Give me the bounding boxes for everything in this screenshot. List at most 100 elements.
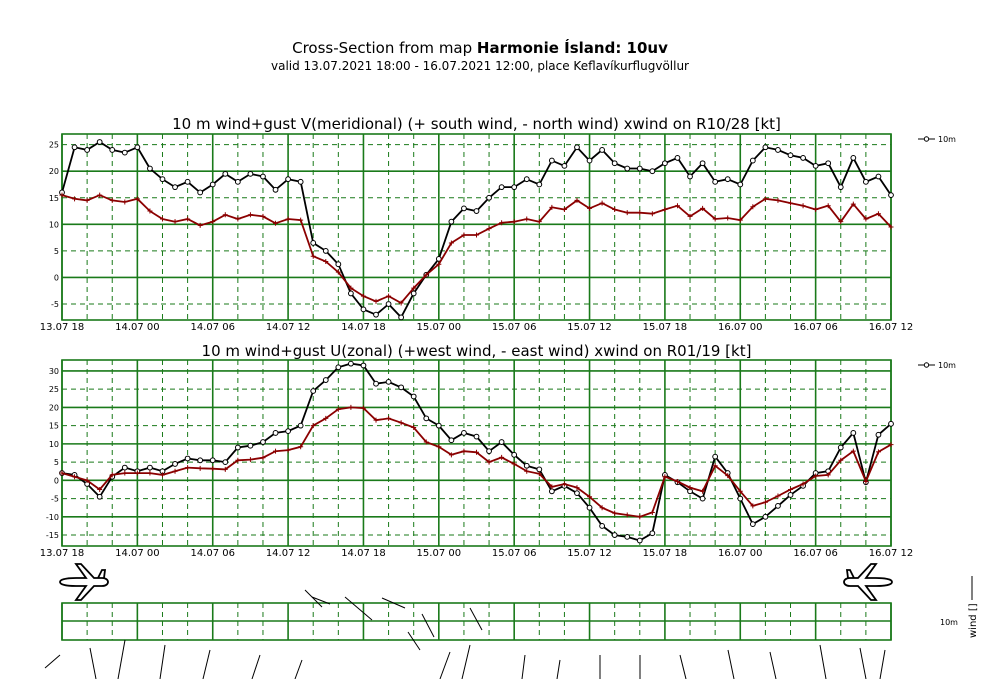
gust-point xyxy=(850,448,856,454)
gust-point xyxy=(561,206,567,212)
wind-barb xyxy=(251,654,261,679)
wind-point xyxy=(724,176,731,183)
gust-point xyxy=(122,199,128,205)
gust-point xyxy=(348,404,354,410)
y-tick-label: 25 xyxy=(49,385,59,394)
wind-barb xyxy=(89,647,97,679)
wind-point xyxy=(599,147,606,153)
x-tick-label: 16.07 12 xyxy=(869,322,914,333)
wind-point xyxy=(624,165,631,172)
wind-point xyxy=(96,493,103,500)
x-tick-label: 15.07 00 xyxy=(417,548,462,559)
wind-point xyxy=(662,160,668,167)
gust-point xyxy=(97,486,103,492)
gust-point xyxy=(210,466,216,472)
gust-point xyxy=(599,200,605,206)
wind-point xyxy=(624,533,631,540)
wind-point xyxy=(523,462,530,469)
wind-point xyxy=(71,144,78,151)
legend-label: 10m xyxy=(938,135,956,144)
gust-point xyxy=(159,216,165,222)
wind-point xyxy=(837,184,844,191)
wind-point xyxy=(511,184,518,191)
gust-point xyxy=(235,216,241,222)
wind-barb xyxy=(439,651,451,679)
gust-point xyxy=(197,465,203,471)
airplane-shape xyxy=(843,563,893,601)
wind-point xyxy=(699,160,706,167)
wind-point xyxy=(84,147,91,153)
gust-point xyxy=(788,200,794,206)
wind-point xyxy=(347,360,354,367)
gust-point xyxy=(750,503,756,509)
x-tick-label: 13.07 18 xyxy=(40,322,85,333)
gust-point xyxy=(247,457,253,463)
wind-point xyxy=(498,184,505,191)
wind-point xyxy=(96,139,103,145)
wind-point xyxy=(448,218,455,225)
wind-point xyxy=(523,176,530,183)
wind-barb xyxy=(304,589,323,608)
wind-point xyxy=(285,176,291,183)
x-tick-label: 15.07 00 xyxy=(417,322,462,333)
y-tick-label: 15 xyxy=(49,422,59,431)
wind-point xyxy=(222,170,229,177)
gust-point xyxy=(700,205,706,211)
wind-point xyxy=(197,457,204,464)
panel-wind-barbs: 10m wind [] xyxy=(44,563,979,679)
gust-point xyxy=(134,196,140,202)
gust-point xyxy=(411,424,417,430)
gust-point xyxy=(360,405,366,411)
wind-barb xyxy=(311,596,331,605)
x-tick-label: 14.07 00 xyxy=(115,322,160,333)
gust-point xyxy=(134,470,140,476)
wind-point xyxy=(360,306,367,313)
wind-point xyxy=(800,155,806,161)
wind-point xyxy=(285,428,291,435)
gust-point xyxy=(649,509,655,515)
wind-barb xyxy=(159,644,166,679)
subtitle: valid 13.07.2021 18:00 - 16.07.2021 12:0… xyxy=(270,59,689,73)
wind-point xyxy=(234,444,241,451)
gust-point xyxy=(762,196,768,202)
gust-point xyxy=(298,217,304,223)
wind-point xyxy=(888,192,894,199)
wind-point xyxy=(448,437,455,444)
wind-point xyxy=(184,455,191,462)
gust-point xyxy=(888,224,894,230)
gust-point xyxy=(260,455,266,461)
wind-point xyxy=(762,144,769,151)
wind-point xyxy=(197,189,204,196)
gust-point xyxy=(486,459,492,465)
gust-point xyxy=(398,300,404,306)
title-prefix: Cross-Section from map xyxy=(292,39,473,57)
x-tick-label: 14.07 06 xyxy=(190,322,235,333)
wind-point xyxy=(875,173,882,180)
plot-frame xyxy=(61,133,892,321)
gust-point xyxy=(674,478,680,484)
wind-point xyxy=(586,504,593,511)
wind-point xyxy=(461,430,467,436)
y-tick-label: 30 xyxy=(49,367,59,376)
y-tick-label: 10 xyxy=(49,440,59,449)
wind-point xyxy=(574,144,580,151)
panel-meridional: 10 m wind+gust V(meridional) (+ south wi… xyxy=(40,115,956,333)
gust-point xyxy=(247,212,253,218)
gust-point xyxy=(612,510,618,516)
gust-point xyxy=(574,485,580,491)
x-tick-label: 15.07 06 xyxy=(492,322,537,333)
gust-point xyxy=(147,208,153,214)
gust-point xyxy=(750,204,756,210)
gust-point xyxy=(260,213,266,219)
gust-point xyxy=(725,215,731,221)
x-tick-label: 14.07 12 xyxy=(266,548,311,559)
wind-point xyxy=(586,157,593,164)
wind-point xyxy=(172,461,178,467)
wind-barb xyxy=(294,659,303,679)
y-tick-label: -10 xyxy=(46,513,59,522)
wind-barb xyxy=(859,647,867,679)
wind-barb xyxy=(679,654,687,679)
wind-point xyxy=(712,178,719,185)
wind-barb xyxy=(407,631,421,651)
title-block: Cross-Section from map Harmonie Ísland: … xyxy=(0,38,960,74)
